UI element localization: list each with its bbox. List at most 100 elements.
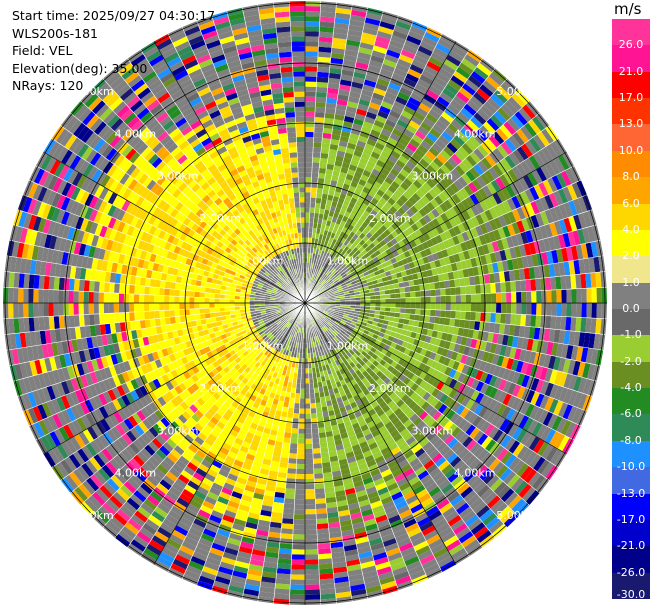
velocity-gate <box>296 217 301 223</box>
velocity-gate <box>405 101 419 112</box>
velocity-gate <box>310 242 315 249</box>
velocity-gate <box>256 120 268 128</box>
velocity-gate <box>378 105 391 115</box>
velocity-gate <box>339 209 346 216</box>
velocity-gate <box>504 100 519 115</box>
velocity-gate <box>355 229 363 237</box>
velocity-gate <box>345 270 352 276</box>
velocity-gate <box>387 172 397 181</box>
velocity-gate <box>476 87 491 102</box>
velocity-gate <box>454 278 461 288</box>
velocity-gate <box>423 65 439 77</box>
velocity-gate <box>549 159 561 176</box>
velocity-gate <box>73 314 80 328</box>
velocity-gate <box>492 163 504 177</box>
velocity-gate <box>58 290 64 303</box>
velocity-gate <box>342 233 349 240</box>
velocity-gate <box>442 87 456 100</box>
velocity-gate <box>274 11 290 18</box>
velocity-gate <box>503 121 517 136</box>
velocity-gate <box>313 137 323 143</box>
velocity-gate <box>456 130 469 143</box>
velocity-gate <box>402 220 411 230</box>
velocity-gate <box>420 296 426 303</box>
velocity-gate <box>465 169 477 182</box>
velocity-gate <box>497 107 511 122</box>
velocity-gate <box>308 227 313 233</box>
velocity-gate <box>385 49 401 59</box>
velocity-gate <box>565 168 577 185</box>
velocity-gate <box>275 189 282 197</box>
velocity-gate <box>339 280 346 285</box>
velocity-gate <box>415 296 421 303</box>
velocity-gate <box>422 168 434 179</box>
velocity-gate <box>443 199 453 210</box>
velocity-gate <box>373 205 382 214</box>
velocity-gate <box>341 204 348 212</box>
velocity-gate <box>379 290 386 296</box>
velocity-gate <box>279 142 289 149</box>
velocity-gate <box>510 280 517 293</box>
velocity-gate <box>411 59 427 70</box>
velocity-gate <box>364 143 375 152</box>
velocity-gate <box>262 32 278 40</box>
velocity-gate <box>297 273 300 279</box>
velocity-gate <box>364 165 374 173</box>
velocity-gate <box>523 243 532 256</box>
velocity-gate <box>301 242 305 248</box>
velocity-gate <box>93 291 99 303</box>
velocity-gate <box>123 293 130 303</box>
velocity-gate <box>349 132 360 141</box>
velocity-gate <box>407 96 421 107</box>
velocity-gate <box>290 162 298 168</box>
velocity-gate <box>401 257 409 266</box>
velocity-gate <box>244 14 261 23</box>
velocity-gate <box>515 233 524 246</box>
velocity-gate <box>455 243 463 254</box>
velocity-gate <box>395 198 405 207</box>
velocity-gate <box>458 251 466 262</box>
velocity-gate <box>361 32 377 41</box>
velocity-gate <box>103 292 109 303</box>
velocity-gate <box>563 261 571 276</box>
velocity-gate <box>222 45 238 55</box>
velocity-gate <box>424 283 431 291</box>
velocity-gate <box>492 192 503 205</box>
velocity-gate <box>565 246 574 262</box>
velocity-gate <box>344 268 350 274</box>
velocity-gate <box>326 287 332 292</box>
velocity-gate <box>486 117 500 132</box>
velocity-gate <box>558 203 569 220</box>
velocity-gate <box>380 128 392 138</box>
velocity-gate <box>546 250 554 265</box>
velocity-gate <box>226 7 244 17</box>
velocity-gate <box>245 145 256 153</box>
ray-separator <box>304 49 470 304</box>
velocity-gate <box>341 284 348 289</box>
velocity-gate <box>259 12 276 20</box>
velocity-gate <box>291 51 305 57</box>
velocity-gate <box>399 194 409 204</box>
velocity-gate <box>493 272 501 284</box>
velocity-gate <box>305 1 321 7</box>
velocity-gate <box>297 227 302 233</box>
velocity-gate <box>480 104 494 118</box>
velocity-gate <box>387 197 396 206</box>
velocity-gate <box>454 164 466 177</box>
velocity-gate <box>316 81 329 88</box>
velocity-gate <box>159 280 166 289</box>
velocity-gate <box>317 276 322 282</box>
velocity-gate <box>397 206 406 216</box>
velocity-gate <box>305 192 311 198</box>
velocity-gate <box>595 240 604 257</box>
velocity-gate <box>531 116 546 132</box>
velocity-gate <box>264 47 279 55</box>
velocity-gate <box>364 181 373 190</box>
velocity-gate <box>216 25 233 35</box>
velocity-gate <box>440 222 449 233</box>
velocity-gate <box>434 281 441 290</box>
velocity-gate <box>305 262 308 268</box>
velocity-gate <box>299 247 303 253</box>
velocity-gate <box>287 132 297 138</box>
velocity-gate <box>365 111 378 120</box>
